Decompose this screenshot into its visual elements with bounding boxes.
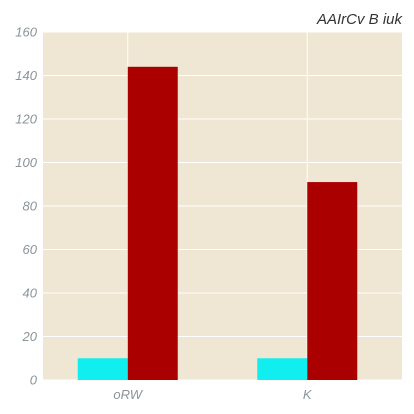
bar-series1-oRW [78,358,128,380]
x-tick-label-K: K [303,387,313,402]
y-tick-label: 120 [15,112,37,127]
bar-series2-oRW [128,67,178,380]
bar-series1-K [257,358,307,380]
y-axis-ticks: 0 20 40 60 80 100 120 140 160 [15,25,37,388]
y-tick-label: 40 [23,286,38,301]
y-tick-label: 20 [22,329,38,344]
y-tick-label: 140 [15,68,37,83]
y-tick-label: 0 [30,373,38,388]
bar-series2-K [307,182,357,380]
y-tick-label: 100 [15,155,37,170]
y-tick-label: 160 [15,25,37,40]
chart-title: AAIrCv B iuk [316,11,404,28]
x-tick-label-oRW: oRW [113,387,143,402]
y-tick-label: 60 [23,242,38,257]
x-axis-ticks: oRW K [113,387,312,402]
y-tick-label: 80 [23,199,38,214]
